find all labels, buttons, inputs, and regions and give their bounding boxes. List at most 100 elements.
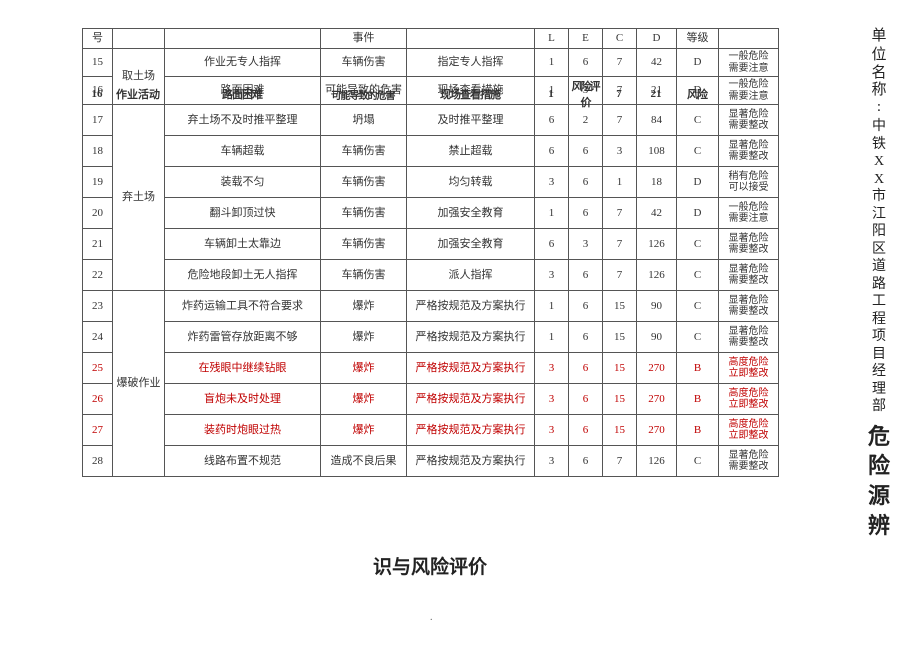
header-cell (719, 29, 779, 49)
cell-D: 270 (637, 415, 677, 446)
cell-activity: 装载不匀 (165, 167, 321, 198)
cell-risk: 显著危险需要整改 (719, 291, 779, 322)
cell-activity: 弃土场不及时推平整理 (165, 105, 321, 136)
cell-D: 108 (637, 136, 677, 167)
cell-num: 19 (83, 167, 113, 198)
header-cell (165, 29, 321, 49)
cell-risk: 高度危险立即整改 (719, 384, 779, 415)
cell-location: 取土场 (113, 49, 165, 105)
cell-L: 6 (535, 229, 569, 260)
cell-D: 21 (637, 77, 677, 105)
header-cell (113, 29, 165, 49)
cell-activity: 盲炮未及时处理 (165, 384, 321, 415)
cell-C: 7 (603, 105, 637, 136)
cell-E: 6 (569, 446, 603, 477)
cell-L: 6 (535, 105, 569, 136)
table-row: 21车辆卸土太靠边车辆伤害加强安全教育637126C显著危险需要整改 (83, 229, 779, 260)
cell-C: 15 (603, 415, 637, 446)
cell-event: 爆炸 (321, 415, 407, 446)
cell-event: 爆炸 (321, 322, 407, 353)
cell-L: 1 (535, 322, 569, 353)
header-cell: 号 (83, 29, 113, 49)
cell-event: 造成不良后果 (321, 446, 407, 477)
cell-risk: 显著危险需要整改 (719, 260, 779, 291)
cell-activity: 作业无专人指挥 (165, 49, 321, 77)
cell-E: 6 (569, 198, 603, 229)
cell-E: 6 (569, 167, 603, 198)
cell-C: 3 (603, 136, 637, 167)
cell-event: 爆炸 (321, 384, 407, 415)
cell-grade: B (677, 415, 719, 446)
side-big: 危险源辨 (862, 422, 896, 541)
cell-D: 18 (637, 167, 677, 198)
cell-measure: 严格按规范及方案执行 (407, 291, 535, 322)
cell-activity: 翻斗卸顶过快 (165, 198, 321, 229)
cell-measure: 均匀转载 (407, 167, 535, 198)
cell-D: 84 (637, 105, 677, 136)
header-cell: L (535, 29, 569, 49)
cell-D: 90 (637, 291, 677, 322)
header-cell: D (637, 29, 677, 49)
cell-measure: 严格按规范及方案执行 (407, 353, 535, 384)
cell-grade: B (677, 353, 719, 384)
cell-D: 126 (637, 446, 677, 477)
cell-num: 18 (83, 136, 113, 167)
cell-event: 车辆伤害 (321, 136, 407, 167)
cell-grade: D (677, 77, 719, 105)
cell-activity: 路面困难 (165, 77, 321, 105)
cell-activity: 车辆超载 (165, 136, 321, 167)
cell-L: 3 (535, 415, 569, 446)
cell-measure: 严格按规范及方案执行 (407, 384, 535, 415)
cell-D: 42 (637, 198, 677, 229)
cell-risk: 显著危险需要整改 (719, 105, 779, 136)
cell-risk: 一般危险需要注意 (719, 49, 779, 77)
cell-num: 25 (83, 353, 113, 384)
cell-measure: 严格按规范及方案执行 (407, 446, 535, 477)
cell-grade: C (677, 446, 719, 477)
side-unit: 单 (862, 28, 896, 45)
cell-E: 2 (569, 105, 603, 136)
cell-C: 15 (603, 384, 637, 415)
cell-risk: 显著危险需要整改 (719, 229, 779, 260)
cell-num: 16 (83, 77, 113, 105)
header-cell: C (603, 29, 637, 49)
table-row: 20翻斗卸顶过快车辆伤害加强安全教育16742D一般危险需要注意 (83, 198, 779, 229)
cell-E: 6 (569, 415, 603, 446)
cell-risk: 高度危险立即整改 (719, 353, 779, 384)
cell-L: 1 (535, 77, 569, 105)
cell-E: 6 (569, 353, 603, 384)
table-row: 23爆破作业炸药运输工具不符合要求爆炸严格按规范及方案执行161590C显著危险… (83, 291, 779, 322)
cell-event: 可能导致的危害 (321, 77, 407, 105)
cell-grade: C (677, 260, 719, 291)
cell-event: 车辆伤害 (321, 260, 407, 291)
cell-grade: C (677, 105, 719, 136)
cell-measure: 禁止超载 (407, 136, 535, 167)
cell-location: 弃土场 (113, 105, 165, 291)
cell-grade: D (677, 49, 719, 77)
cell-E: 3 (569, 229, 603, 260)
table-row: 16路面困难可能导致的危害现场查看措施13721D一般危险需要注意 (83, 77, 779, 105)
cell-activity: 在残眼中继续钻眼 (165, 353, 321, 384)
table-row: 15取土场作业无专人指挥车辆伤害指定专人指挥16742D一般危险需要注意 (83, 49, 779, 77)
cell-L: 1 (535, 49, 569, 77)
cell-D: 126 (637, 229, 677, 260)
cell-E: 6 (569, 322, 603, 353)
cell-activity: 炸药雷管存放距离不够 (165, 322, 321, 353)
cell-C: 1 (603, 167, 637, 198)
cell-num: 15 (83, 49, 113, 77)
cell-C: 7 (603, 260, 637, 291)
cell-activity: 装药时炮眼过热 (165, 415, 321, 446)
cell-D: 270 (637, 384, 677, 415)
cell-measure: 严格按规范及方案执行 (407, 322, 535, 353)
cell-num: 20 (83, 198, 113, 229)
header-cell: E (569, 29, 603, 49)
cell-num: 17 (83, 105, 113, 136)
header-cell (407, 29, 535, 49)
cell-num: 26 (83, 384, 113, 415)
cell-risk: 高度危险立即整改 (719, 415, 779, 446)
cell-num: 24 (83, 322, 113, 353)
cell-num: 22 (83, 260, 113, 291)
cell-event: 坍塌 (321, 105, 407, 136)
cell-grade: C (677, 322, 719, 353)
cell-risk: 显著危险需要整改 (719, 322, 779, 353)
